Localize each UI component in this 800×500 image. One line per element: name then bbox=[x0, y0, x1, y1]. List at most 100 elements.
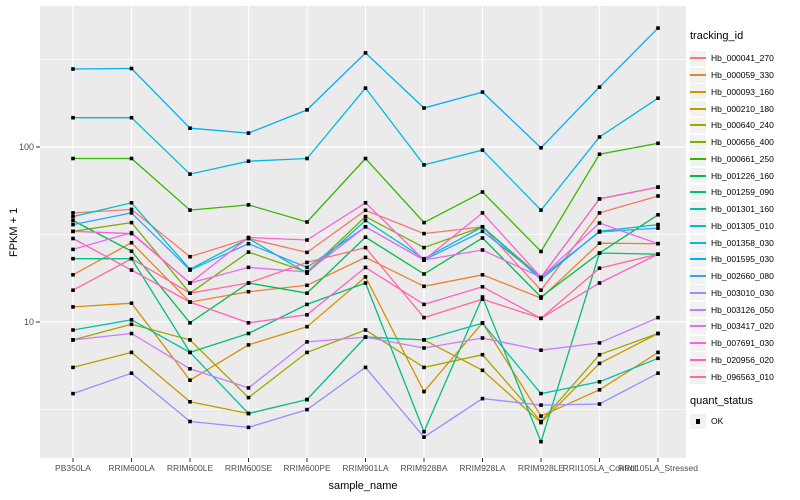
series-line-icon bbox=[690, 141, 706, 144]
data-point bbox=[597, 135, 602, 139]
data-point bbox=[71, 273, 75, 277]
legend-entry-label: Hb_001226_160 bbox=[711, 170, 774, 181]
legend-entry-label: Hb_000661_250 bbox=[711, 153, 774, 164]
legend-key-swatch bbox=[690, 251, 706, 267]
data-point bbox=[188, 172, 192, 176]
legend-entry-label: Hb_003010_030 bbox=[711, 287, 774, 298]
legend-entry-label: Hb_001595_030 bbox=[711, 254, 774, 265]
data-point bbox=[480, 148, 485, 152]
data-point bbox=[71, 211, 75, 215]
data-point bbox=[305, 324, 309, 329]
data-point bbox=[246, 395, 251, 400]
data-point bbox=[656, 241, 660, 246]
data-point bbox=[480, 211, 485, 215]
data-point bbox=[422, 284, 426, 289]
data-point bbox=[656, 331, 660, 336]
legend-key-swatch bbox=[690, 151, 706, 167]
data-point bbox=[71, 338, 75, 342]
data-point bbox=[71, 115, 75, 120]
series-line-icon bbox=[690, 74, 706, 77]
data-point bbox=[305, 340, 309, 344]
data-point bbox=[597, 341, 602, 345]
data-point bbox=[422, 106, 426, 110]
data-point bbox=[480, 285, 485, 289]
data-point bbox=[363, 255, 368, 260]
data-point bbox=[539, 208, 543, 212]
data-point bbox=[305, 265, 309, 270]
legend-entry-Hb_001305_010: Hb_001305_010 bbox=[690, 218, 798, 235]
data-point bbox=[422, 365, 426, 370]
data-point bbox=[188, 208, 192, 212]
data-point bbox=[363, 335, 368, 339]
data-point bbox=[188, 350, 192, 355]
data-point bbox=[597, 281, 602, 285]
legend-key-swatch bbox=[690, 318, 706, 334]
legend-entry-Hb_001301_160: Hb_001301_160 bbox=[690, 201, 798, 218]
data-point bbox=[305, 302, 309, 307]
data-point bbox=[656, 356, 660, 361]
data-point bbox=[305, 108, 309, 112]
data-point bbox=[539, 403, 543, 407]
data-point bbox=[363, 265, 368, 270]
legend-entry-Hb_001226_160: Hb_001226_160 bbox=[690, 167, 798, 184]
series-line-icon bbox=[690, 275, 706, 278]
data-point bbox=[129, 331, 134, 336]
data-point bbox=[656, 350, 660, 355]
x-tick-label: RRIM600LE bbox=[166, 463, 214, 473]
legend-entry-label: Hb_003126_050 bbox=[711, 304, 774, 315]
legend-entry-label: Hb_001301_160 bbox=[711, 204, 774, 215]
data-point bbox=[246, 343, 251, 347]
data-point bbox=[597, 152, 602, 156]
legend-entry-label: Hb_003417_020 bbox=[711, 321, 774, 332]
data-point bbox=[480, 225, 485, 229]
tracking-id-legend-entries: Hb_000041_270 Hb_000059_330 Hb_000093_160 H… bbox=[690, 50, 798, 385]
data-point bbox=[597, 402, 602, 406]
data-point bbox=[422, 245, 426, 250]
legend-key-swatch bbox=[690, 50, 706, 66]
data-point bbox=[539, 295, 543, 299]
data-point bbox=[422, 429, 426, 434]
data-point bbox=[71, 222, 75, 227]
data-point bbox=[71, 229, 75, 234]
series-line-icon bbox=[690, 57, 706, 60]
legend-key-swatch bbox=[690, 285, 706, 301]
legend-key-swatch bbox=[690, 352, 706, 368]
data-point bbox=[129, 256, 134, 261]
legend-entry-label: Hb_096563_010 bbox=[711, 371, 774, 382]
series-line-icon bbox=[690, 358, 706, 361]
data-point bbox=[71, 214, 75, 219]
data-point bbox=[188, 300, 192, 304]
data-point bbox=[597, 230, 602, 234]
legend-key-swatch bbox=[690, 268, 706, 284]
series-line-icon bbox=[690, 224, 706, 227]
data-point bbox=[539, 316, 543, 321]
data-point bbox=[305, 250, 309, 255]
x-tick-label: RRIM928LE bbox=[517, 463, 565, 473]
legend-entry-Hb_003417_020: Hb_003417_020 bbox=[690, 318, 798, 335]
legend-entry-label: Hb_000093_160 bbox=[711, 86, 774, 97]
data-point bbox=[305, 350, 309, 355]
data-point bbox=[129, 322, 134, 327]
data-point bbox=[305, 156, 309, 161]
x-tick-label: RRIM928BA bbox=[400, 463, 448, 473]
legend-key-swatch bbox=[690, 302, 706, 318]
x-tick-label: RRIM928LA bbox=[459, 463, 506, 473]
y-tick-label: 10 bbox=[23, 317, 34, 327]
panel-background bbox=[40, 6, 686, 458]
data-point bbox=[656, 213, 660, 217]
data-point bbox=[129, 66, 134, 71]
data-point bbox=[363, 225, 368, 229]
data-point bbox=[656, 96, 660, 100]
data-point bbox=[188, 338, 192, 342]
data-point bbox=[71, 305, 75, 309]
data-point bbox=[656, 194, 660, 198]
data-point bbox=[480, 295, 485, 299]
data-point bbox=[129, 318, 134, 322]
data-point bbox=[246, 331, 251, 336]
data-point bbox=[480, 229, 485, 234]
data-point bbox=[422, 315, 426, 320]
data-point bbox=[129, 301, 134, 305]
legend-key-swatch bbox=[690, 67, 706, 83]
data-point bbox=[363, 235, 368, 239]
data-point bbox=[129, 211, 134, 215]
